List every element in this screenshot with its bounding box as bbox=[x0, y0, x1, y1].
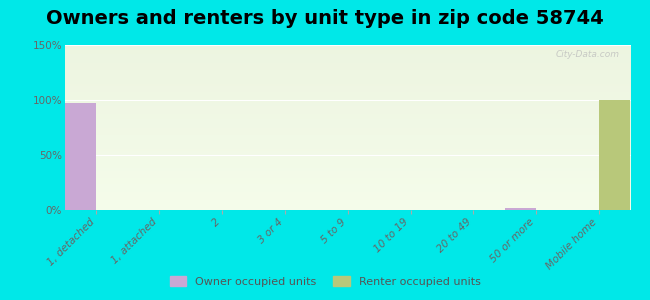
Bar bbox=[599, 100, 630, 210]
Bar bbox=[65, 103, 96, 210]
Text: Owners and renters by unit type in zip code 58744: Owners and renters by unit type in zip c… bbox=[46, 9, 604, 28]
Bar bbox=[505, 208, 536, 210]
Text: City-Data.com: City-Data.com bbox=[555, 50, 619, 59]
Legend: Owner occupied units, Renter occupied units: Owner occupied units, Renter occupied un… bbox=[165, 272, 485, 291]
